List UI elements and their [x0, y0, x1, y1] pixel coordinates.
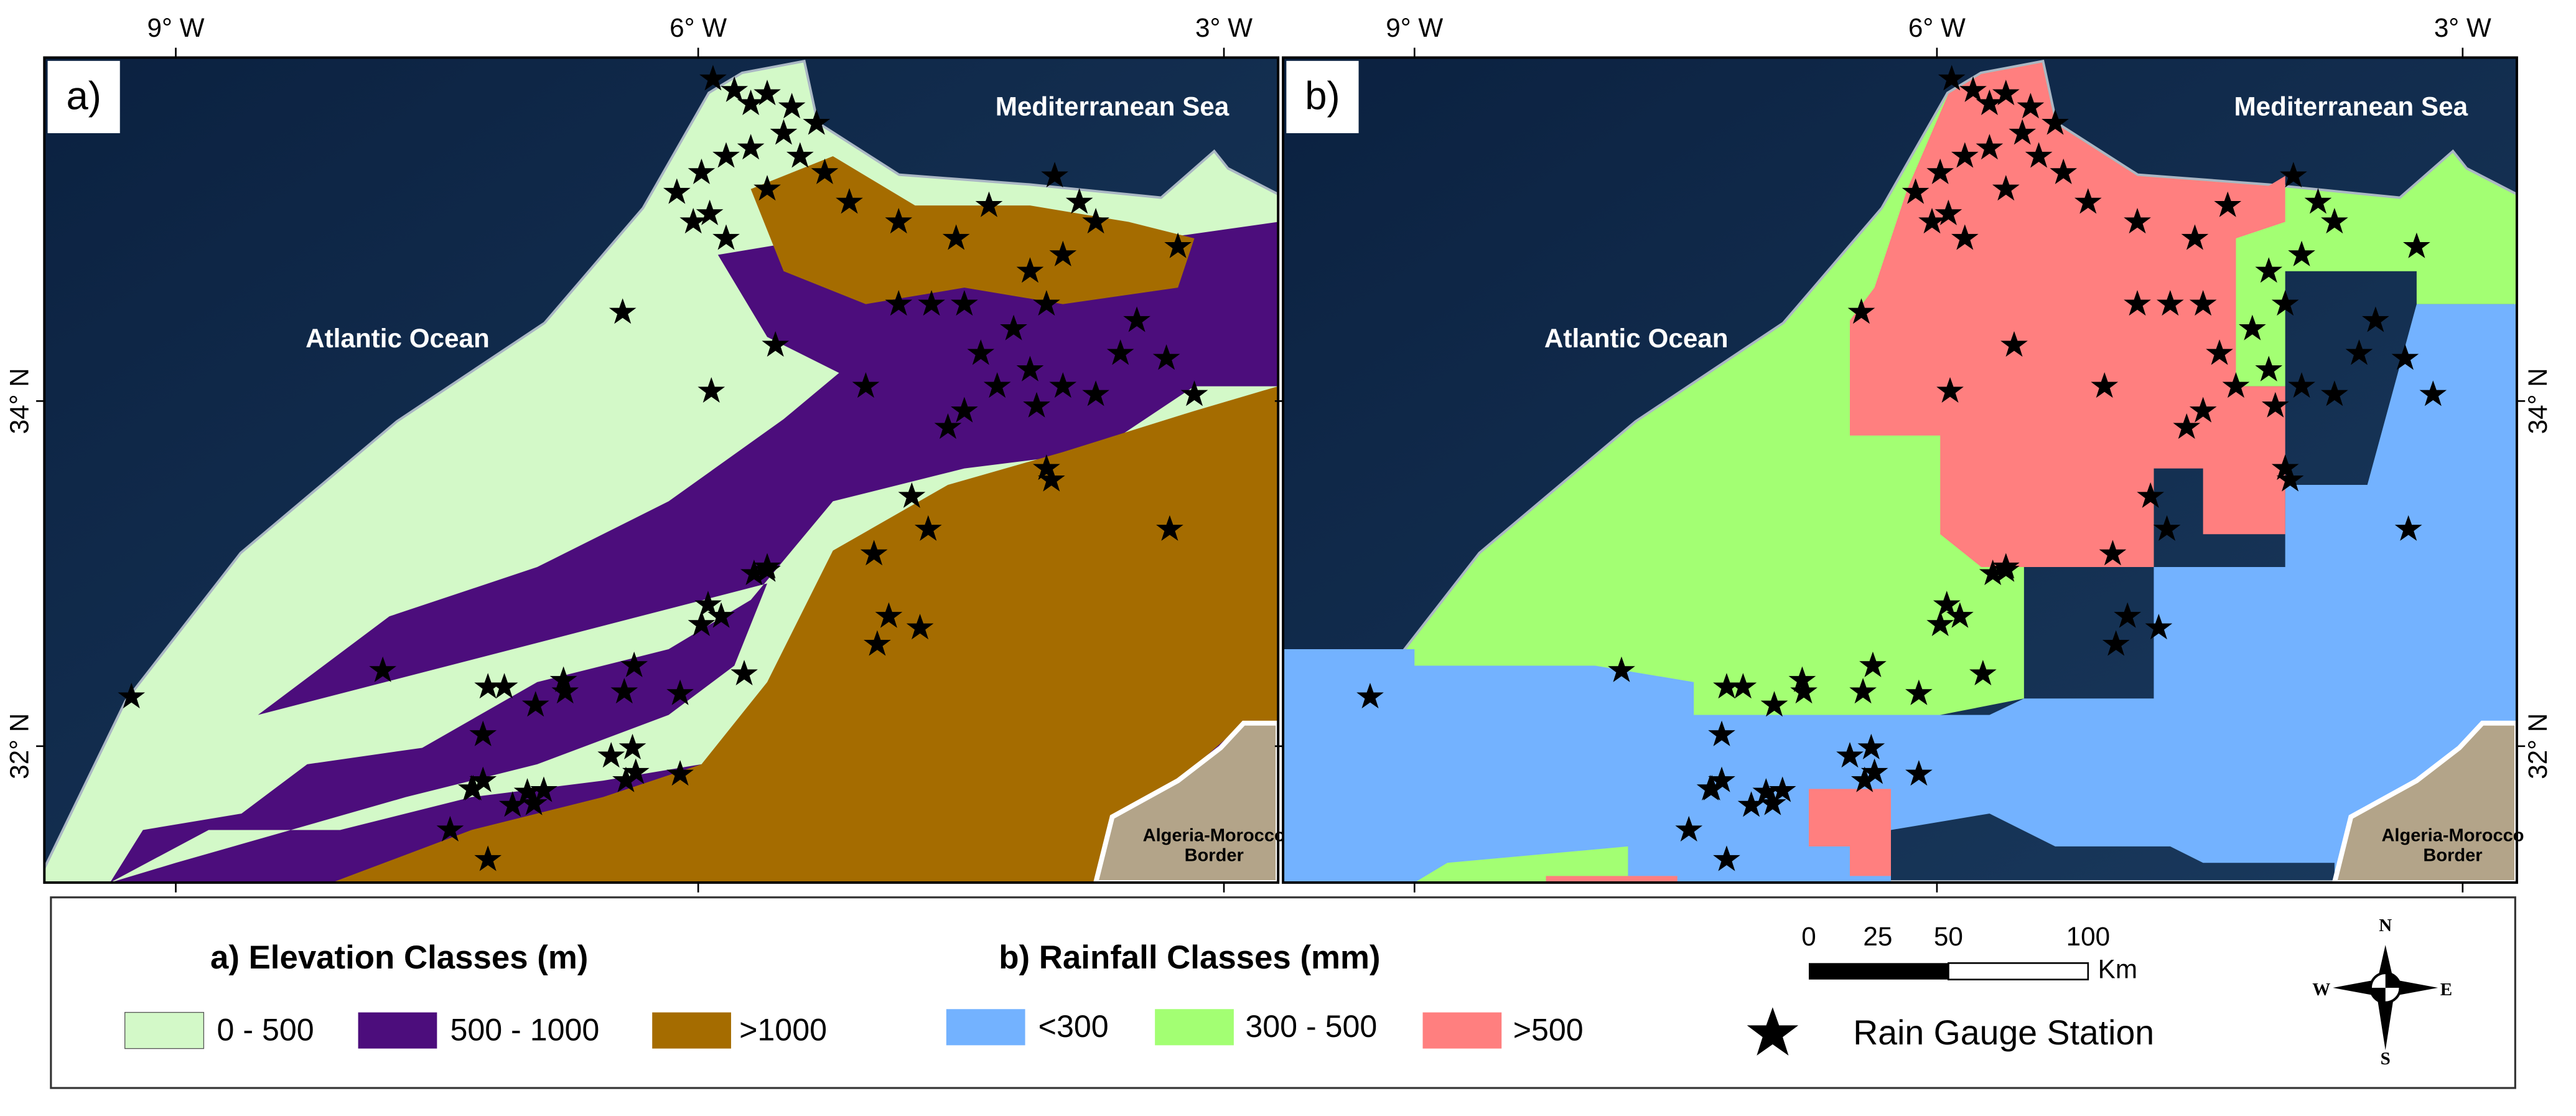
longitude-label: 3° W: [1195, 13, 1253, 42]
map-panel: b) Atlantic Ocean Mediterranean Sea Algeria…: [1274, 13, 2552, 893]
legend-label: <300: [1038, 1009, 1109, 1044]
latitude-label: 32° N: [4, 713, 34, 779]
map-panels: a) Atlantic Ocean Mediterranean Sea Algeria…: [4, 13, 2552, 893]
map-content: [44, 57, 1279, 883]
longitude-label: 6° W: [670, 13, 727, 42]
border-label: Algeria-Morocco: [1143, 826, 1286, 846]
panel-label-box: [1286, 60, 1359, 133]
border-label: Border: [2423, 845, 2482, 865]
latitude-label: 34° N: [2523, 368, 2552, 434]
legend-label: >500: [1513, 1012, 1584, 1047]
legend-label: 500 - 1000: [450, 1012, 599, 1047]
compass: N S E W: [2312, 916, 2452, 1069]
rain-under-300: [1283, 304, 2517, 883]
panel-label: b): [1305, 74, 1340, 118]
scale-unit: Km: [2098, 955, 2137, 984]
land-over-1000: [332, 156, 1279, 883]
swatch: [652, 1012, 731, 1049]
swatch: [358, 1012, 437, 1049]
latitude-label: 34° N: [4, 368, 34, 434]
scale-label: 50: [1934, 922, 1963, 951]
sea-label: Atlantic Ocean: [306, 324, 490, 353]
land-500-1000: [110, 222, 1279, 883]
algeria: [2331, 720, 2517, 883]
scale-bar: [1808, 963, 1949, 980]
swatch: [124, 1011, 205, 1049]
longitude-label: 9° W: [147, 13, 205, 42]
legend-box: [50, 896, 2516, 1089]
panel-frame: [1282, 56, 2518, 884]
compass-label: E: [2440, 980, 2452, 1000]
scale-label: 0: [1801, 922, 1816, 951]
algeria: [1093, 720, 1279, 883]
legend-label: 300 - 500: [1245, 1009, 1377, 1044]
longitude-label: 3° W: [2434, 13, 2491, 42]
swatch: [1155, 1009, 1234, 1046]
latitude-label: 32° N: [2523, 713, 2552, 779]
legend-label: >1000: [739, 1012, 827, 1047]
rain-over-500: [1546, 62, 2285, 883]
panel-frame: [43, 56, 1280, 884]
legend-title: b) Rainfall Classes (mm): [999, 939, 1380, 976]
legend-label: 0 - 500: [217, 1012, 314, 1047]
map-panel: a) Atlantic Ocean Mediterranean Sea Algeria…: [4, 13, 1287, 893]
swatch: [1422, 1012, 1502, 1049]
scale-label: 25: [1863, 922, 1892, 951]
longitude-label: 6° W: [1908, 13, 1966, 42]
panel-label-box: [47, 60, 120, 133]
sea-label: Mediterranean Sea: [996, 92, 1230, 121]
scale-label: 100: [2066, 922, 2110, 951]
map-content: [1283, 57, 2517, 883]
sea-label: Atlantic Ocean: [1544, 324, 1729, 353]
compass-label: S: [2381, 1049, 2391, 1069]
compass-label: W: [2312, 980, 2330, 1000]
legend: a) Elevation Classes (m) 0 - 500 500 - 1…: [50, 896, 2516, 1089]
legend-title: a) Elevation Classes (m): [210, 939, 588, 976]
longitude-label: 9° W: [1386, 13, 1443, 42]
panel-label: a): [66, 74, 101, 118]
compass-label: N: [2379, 916, 2392, 935]
sea-label: Mediterranean Sea: [2234, 92, 2468, 121]
border-label: Border: [1185, 845, 1244, 865]
swatch: [946, 1009, 1025, 1046]
scale-bar: [1948, 962, 2089, 981]
legend-label: Rain Gauge Station: [1853, 1013, 2154, 1052]
border-label: Algeria-Morocco: [2381, 826, 2524, 846]
